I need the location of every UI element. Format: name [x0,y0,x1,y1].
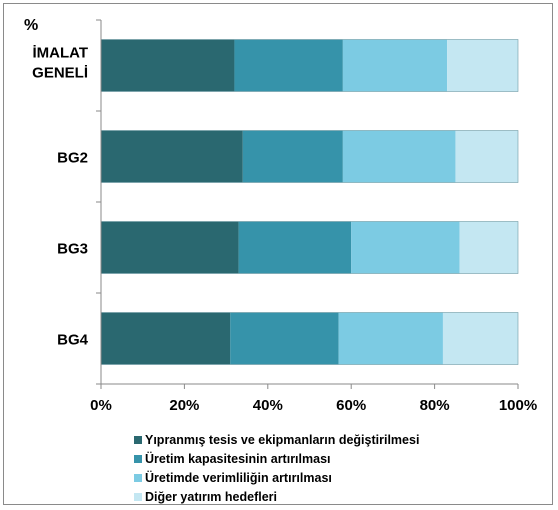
legend-label: Üretim kapasitesinin artırılması [145,451,331,466]
bar-segment-2-4 [455,130,518,183]
bar-segment-3-2 [238,221,352,274]
x-tick-label: 0% [90,397,112,414]
x-tick-label: 60% [336,397,366,414]
bar-segment-1-1 [101,39,235,92]
legend-swatch [134,492,142,501]
legend: Yıpranmış tesis ve ekipmanların değiştir… [134,430,419,506]
category-label-2: BG2 [57,150,88,167]
bar-segment-2-2 [242,130,343,183]
legend-swatch [134,473,142,482]
x-tick-label: 20% [169,397,199,414]
bar-segment-2-3 [342,130,456,183]
x-tick-label: 100% [499,397,537,414]
legend-item-1: Yıpranmış tesis ve ekipmanların değiştir… [134,430,419,449]
y-axis-label: % [24,17,38,34]
stacked-bar-chart: % İMALAT GENELİ BG2 BG3 BG4 0% 20% 40% 60% 80% 10… [24,17,537,414]
bar-segment-1-2 [234,39,343,92]
bar-segment-1-3 [342,39,448,92]
bar-segment-4-1 [101,312,231,365]
legend-label: Diğer yatırım hedefleri [145,489,277,504]
legend-swatch [134,454,142,463]
bar-segment-4-2 [230,312,339,365]
legend-item-2: Üretim kapasitesinin artırılması [134,449,419,468]
legend-item-4: Diğer yatırım hedefleri [134,487,419,506]
bar-segment-1-4 [447,39,518,92]
bar-segment-3-1 [101,221,239,274]
legend-swatch [134,435,142,444]
category-label-4: BG4 [57,332,89,349]
chart-frame: % İMALAT GENELİ BG2 BG3 BG4 0% 20% 40% 60% 80% 10… [3,3,553,505]
x-tick-label: 80% [420,397,450,414]
x-tick-label: 40% [253,397,283,414]
legend-item-3: Üretimde verimliliğin artırılması [134,468,419,487]
bar-segment-2-1 [101,130,243,183]
category-label-1: İMALAT GENELİ [32,45,88,82]
legend-label: Yıpranmış tesis ve ekipmanların değiştir… [145,432,420,447]
bar-segment-4-4 [442,312,518,365]
bar-segment-4-3 [338,312,443,365]
legend-label: Üretimde verimliliğin artırılması [145,470,332,485]
bar-segment-3-4 [459,221,518,274]
category-label-3: BG3 [57,241,88,258]
bar-segment-3-3 [351,221,460,274]
